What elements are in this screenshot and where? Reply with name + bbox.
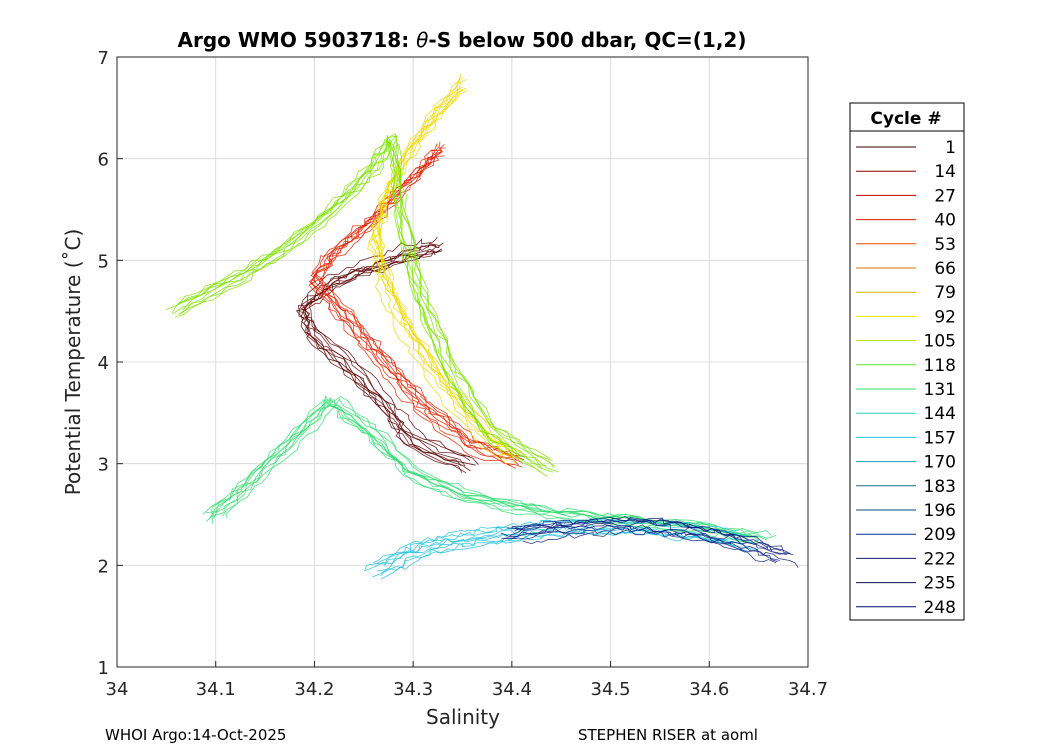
title-prefix: Argo WMO 5903718: (178, 28, 417, 52)
y-tick-label: 2 (98, 556, 109, 577)
legend-label: 235 (924, 574, 956, 594)
legend-label: 248 (924, 598, 956, 618)
legend-label: 183 (924, 477, 956, 497)
legend: Cycle # 1 14 27 40 53 66 79 92 105 118 131 144 157 17… (849, 102, 965, 621)
legend-label: 222 (924, 549, 956, 569)
series-5-trace (364, 524, 736, 572)
series-6-trace (514, 515, 794, 556)
series-3-trace (179, 143, 559, 473)
legend-label: 105 (924, 332, 956, 352)
legend-label: 157 (924, 428, 956, 448)
title-theta: θ (416, 28, 428, 52)
y-axis-label: Potential Temperature (˚C) (61, 229, 85, 496)
series-3 (166, 133, 559, 477)
series-3-trace (178, 140, 553, 473)
series-5-trace (380, 528, 754, 577)
x-tick-label: 34.7 (788, 679, 828, 700)
y-tick-label: 6 (98, 150, 109, 171)
legend-label: 53 (934, 235, 956, 255)
series-0-trace (297, 244, 466, 467)
series-0-trace (308, 242, 479, 465)
series-4-trace (206, 405, 760, 544)
legend-label: 196 (924, 501, 956, 521)
legend-label: 170 (924, 453, 956, 473)
x-tick-label: 34.6 (689, 679, 729, 700)
y-tick-label: 4 (98, 353, 109, 374)
series-6-trace (522, 529, 799, 568)
series-4-trace (205, 396, 759, 535)
series-6-trace (505, 524, 778, 563)
legend-label: 27 (934, 186, 956, 206)
legend-label: 131 (924, 380, 956, 400)
y-tick-label: 3 (98, 455, 109, 476)
series-6-trace (511, 518, 789, 555)
legend-title: Cycle # (870, 109, 941, 129)
series-2-trace (371, 82, 515, 460)
y-tick-label: 7 (98, 48, 109, 69)
series-5-trace (384, 518, 758, 566)
x-tick-label: 34.4 (492, 679, 532, 700)
x-tick-label: 34.5 (591, 679, 631, 700)
legend-label: 209 (924, 525, 956, 545)
legend-label: 1 (945, 138, 956, 158)
series-0-trace (300, 236, 471, 457)
series-6-trace (500, 524, 780, 561)
series-4 (202, 395, 777, 544)
series-3-trace (172, 138, 541, 473)
series-0 (295, 236, 479, 474)
series-6-trace (506, 516, 782, 552)
x-tick-label: 34.1 (196, 679, 236, 700)
y-tick-label: 1 (98, 658, 109, 679)
series-2-trace (373, 90, 516, 464)
footer-right: STEPHEN RISER at aoml (578, 726, 758, 744)
series-4-trace (208, 399, 760, 541)
series-6 (500, 515, 799, 568)
series-1-trace (308, 156, 516, 469)
y-tick-label: 5 (98, 251, 109, 272)
series-1-trace (311, 143, 518, 462)
x-axis-label: Salinity (426, 705, 500, 729)
x-tick-label: 34 (106, 679, 129, 700)
legend-label: 40 (934, 211, 956, 231)
legend-label: 79 (934, 283, 956, 303)
series-5-trace (372, 517, 746, 564)
series-5-trace (372, 530, 747, 578)
chart-title: Argo WMO 5903718: θ-S below 500 dbar, QC… (178, 28, 747, 52)
series-4-trace (211, 404, 763, 544)
series-group (166, 74, 799, 580)
legend-label: 14 (934, 162, 956, 182)
series-3-trace (178, 133, 553, 462)
series-0-trace (298, 246, 462, 467)
legend-label: 66 (934, 259, 956, 279)
footer-left: WHOI Argo:14-Oct-2025 (105, 726, 287, 744)
title-suffix: -S below 500 dbar, QC=(1,2) (428, 28, 746, 52)
series-0-trace (300, 249, 467, 474)
x-tick-label: 34.2 (294, 679, 334, 700)
series-0-trace (304, 250, 471, 472)
legend-label: 144 (924, 404, 956, 424)
legend-label: 92 (934, 307, 956, 327)
x-tick-label: 34.3 (393, 679, 433, 700)
legend-label: 118 (924, 356, 956, 376)
legend-entries: 1 14 27 40 53 66 79 92 105 118 131 144 157 170 183 196 2… (856, 138, 956, 618)
